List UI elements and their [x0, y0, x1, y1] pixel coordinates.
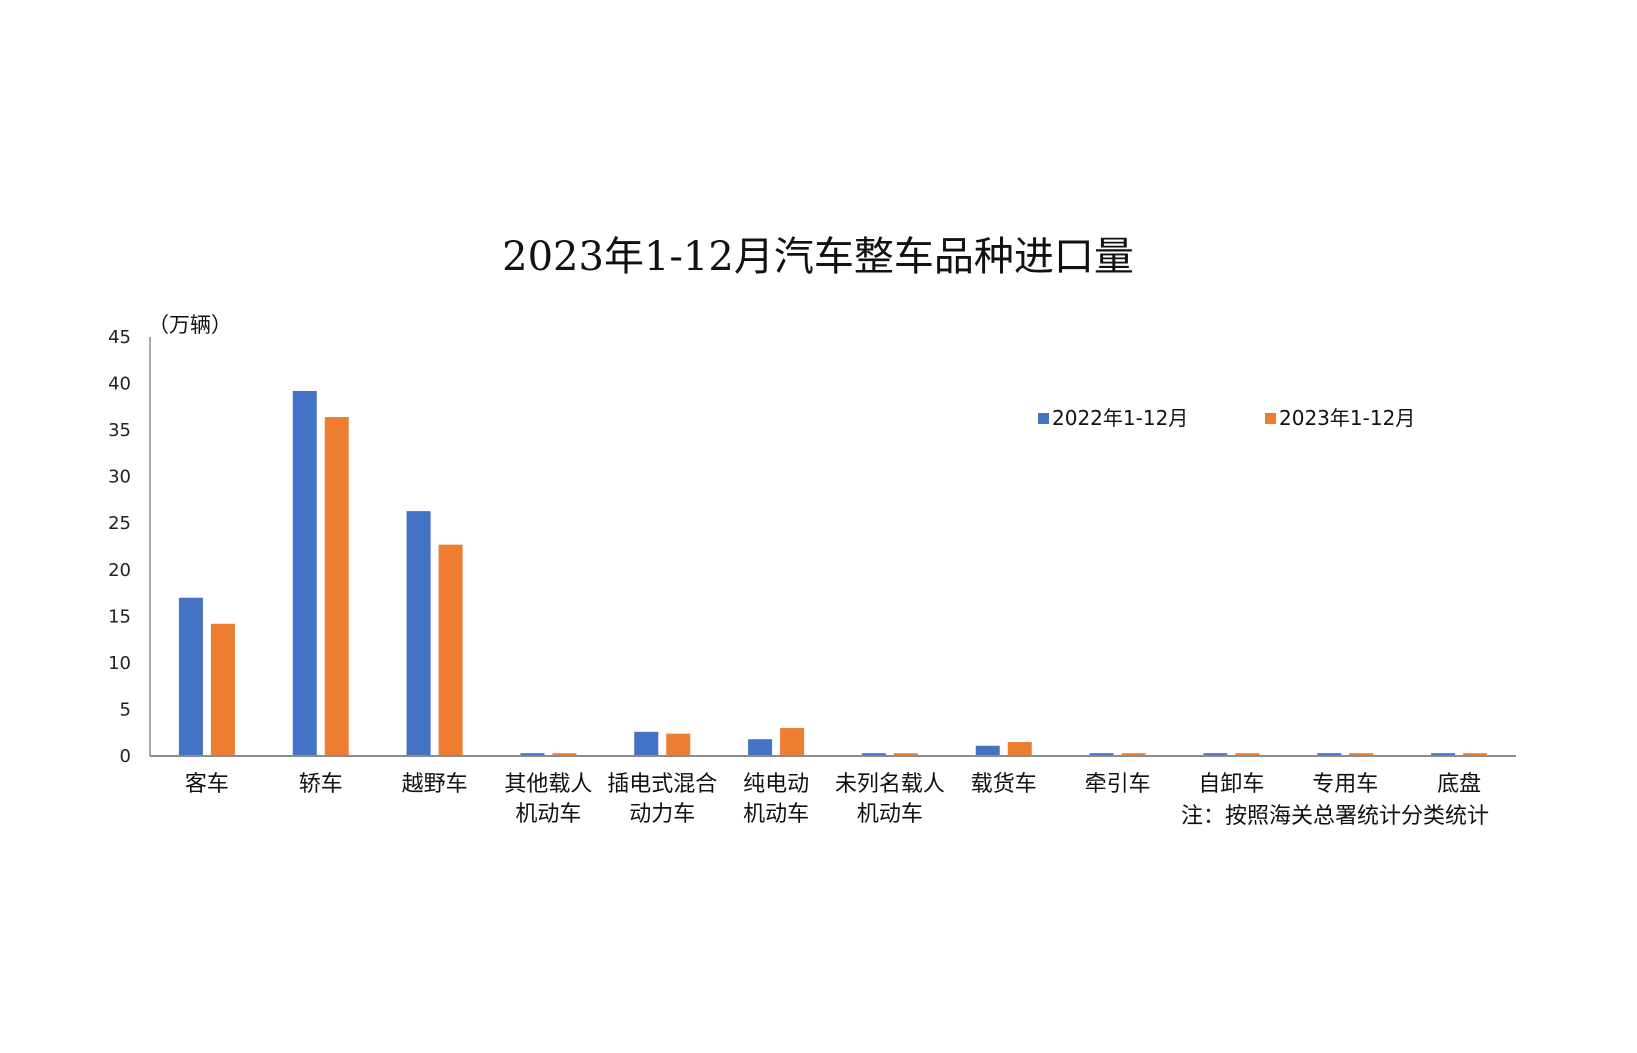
bar-series1 — [748, 739, 773, 756]
x-category-label: 机动车 — [857, 802, 923, 827]
y-tick-label: 30 — [108, 467, 131, 488]
bar-series1 — [292, 391, 317, 756]
bar-series1 — [1431, 753, 1456, 756]
legend-swatch — [1265, 413, 1276, 424]
x-category-label: 客车 — [185, 772, 229, 797]
bars — [178, 391, 1488, 756]
x-category-label: 纯电动 — [743, 772, 809, 797]
bar-series2 — [210, 623, 235, 756]
x-category-label: 动力车 — [629, 802, 695, 827]
bar-series1 — [634, 731, 659, 756]
bar-series2 — [780, 728, 805, 756]
x-category-label: 未列名载人 — [835, 772, 945, 797]
bar-series2 — [1235, 753, 1260, 756]
bar-series1 — [861, 753, 886, 756]
y-tick-label: 15 — [108, 606, 131, 627]
y-tick-label: 25 — [108, 513, 131, 534]
chart-note: 注：按照海关总署统计分类统计 — [1181, 804, 1489, 829]
x-category-label: 机动车 — [515, 802, 581, 827]
y-axis-unit-label: （万辆） — [148, 313, 232, 337]
bar-series2 — [1007, 742, 1032, 756]
legend: 2022年1-12月 2023年1-12月 — [1038, 406, 1415, 430]
bar-series1 — [520, 753, 545, 756]
bar-series2 — [893, 753, 918, 756]
x-category-label: 越野车 — [402, 772, 468, 797]
legend-label: 2022年1-12月 — [1052, 406, 1188, 430]
bar-series2 — [666, 733, 691, 756]
y-tick-label: 0 — [120, 746, 131, 767]
legend-label: 2023年1-12月 — [1279, 406, 1415, 430]
y-tick-label: 10 — [108, 653, 131, 674]
x-category-label: 牵引车 — [1085, 772, 1151, 797]
x-category-label: 底盘 — [1437, 772, 1481, 797]
x-category-label: 载货车 — [971, 772, 1037, 797]
bar-series2 — [1463, 753, 1488, 756]
x-category-label: 插电式混合 — [607, 772, 717, 797]
chart-title: 2023年1-12月汽车整车品种进口量 — [502, 234, 1134, 280]
y-tick-label: 40 — [108, 374, 131, 395]
bar-series2 — [438, 544, 463, 756]
bar-series1 — [178, 597, 203, 756]
x-category-label: 自卸车 — [1198, 772, 1264, 797]
x-category-label: 轿车 — [299, 772, 343, 797]
bar-series2 — [1121, 753, 1146, 756]
y-tick-label: 5 — [120, 699, 131, 720]
bar-series2 — [1349, 753, 1374, 756]
y-axis: 0 5 10 15 20 25 30 35 40 45 — [108, 327, 151, 767]
y-tick-label: 20 — [108, 560, 131, 581]
legend-swatch — [1038, 413, 1049, 424]
bar-series1 — [1317, 753, 1342, 756]
x-category-label: 专用车 — [1312, 772, 1378, 797]
bar-series2 — [324, 417, 349, 756]
x-category-label: 其他载人 — [504, 772, 592, 797]
x-category-label: 机动车 — [743, 802, 809, 827]
bar-series1 — [1203, 753, 1228, 756]
y-tick-label: 45 — [108, 327, 131, 348]
bar-series1 — [975, 745, 1000, 756]
bar-series1 — [1089, 753, 1114, 756]
bar-series2 — [552, 753, 577, 756]
y-tick-label: 35 — [108, 420, 131, 441]
bar-series1 — [406, 511, 431, 756]
